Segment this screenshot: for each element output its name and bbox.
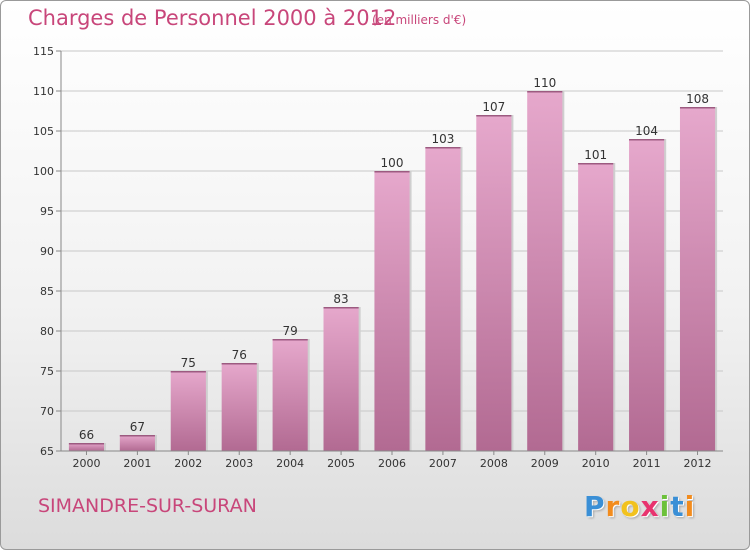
bar-top-edge: [68, 443, 105, 445]
x-tick-label: 2005: [327, 457, 355, 470]
brand-letter: x: [640, 490, 660, 523]
labels: 65 70 75 80 85 90 95 100 105 110 115 66 2000 67 2001 75…: [33, 45, 712, 470]
bar-value-label: 83: [333, 292, 348, 306]
bar-shadow: [459, 147, 463, 451]
bar-value-label: 79: [283, 324, 298, 338]
bar-value-label: 100: [381, 156, 404, 170]
bar-value-label: 108: [686, 92, 709, 106]
brand-letter: P: [584, 490, 606, 523]
y-tick-label: 85: [40, 285, 54, 298]
bar-shadow: [103, 443, 107, 451]
bar-2006: [374, 171, 410, 451]
commune-name: SIMANDRE-SUR-SURAN: [38, 495, 257, 517]
bar-2000: [68, 443, 105, 451]
x-tick-label: 2004: [276, 457, 304, 470]
bar-value-label: 107: [482, 100, 505, 114]
bar-top-edge: [323, 307, 359, 309]
bar-2001: [119, 435, 155, 451]
bar-2003: [221, 363, 257, 451]
bar-shadow: [612, 163, 616, 451]
brand-letter: i: [684, 490, 696, 523]
x-tick-label: 2007: [429, 457, 457, 470]
bar-2010: [578, 163, 614, 451]
bar-top-edge: [221, 363, 257, 365]
bar-top-edge: [170, 371, 206, 373]
x-tick-label: 2010: [582, 457, 610, 470]
brand-letter: r: [605, 490, 621, 523]
y-tick-label: 115: [33, 45, 54, 58]
bar-shadow: [153, 435, 157, 451]
bar-top-edge: [679, 107, 716, 109]
y-tick-label: 110: [33, 85, 54, 98]
x-tick-label: 2006: [378, 457, 406, 470]
brand-letter: o: [620, 490, 641, 523]
bar-shadow: [510, 115, 514, 451]
bar-shadow: [204, 371, 208, 451]
chart-subtitle: (en milliers d'€): [372, 13, 467, 27]
bars: [68, 91, 718, 451]
bar-top-edge: [425, 147, 461, 149]
bar-shadow: [408, 171, 412, 451]
y-tick-label: 65: [40, 445, 54, 458]
bar-2002: [170, 371, 206, 451]
x-tick-label: 2003: [225, 457, 253, 470]
bar-top-edge: [629, 139, 665, 141]
bar-2011: [629, 139, 665, 451]
bar-value-label: 110: [533, 76, 556, 90]
x-tick-label: 2009: [531, 457, 559, 470]
y-tick-label: 100: [33, 165, 54, 178]
bar-value-label: 101: [584, 148, 607, 162]
brand-letter: i: [659, 490, 671, 523]
bar-value-label: 104: [635, 124, 658, 138]
y-tick-label: 90: [40, 245, 54, 258]
bar-top-edge: [374, 171, 410, 173]
x-tick-label: 2001: [123, 457, 151, 470]
bar-top-edge: [578, 163, 614, 165]
y-tick-label: 70: [40, 405, 54, 418]
bar-top-edge: [527, 91, 563, 93]
bar-2009: [527, 91, 563, 451]
bar-shadow: [357, 307, 361, 451]
x-tick-label: 2002: [174, 457, 202, 470]
bar-2004: [272, 339, 308, 451]
y-tick-label: 80: [40, 325, 54, 338]
bar-2005: [323, 307, 359, 451]
bar-top-edge: [272, 339, 308, 341]
bar-shadow: [714, 107, 718, 451]
bar-2008: [476, 115, 512, 451]
y-tick-label: 75: [40, 365, 54, 378]
bar-value-label: 76: [232, 348, 247, 362]
bar-shadow: [255, 363, 259, 451]
proxiti-logo: Proxiti: [584, 490, 695, 523]
x-tick-label: 2008: [480, 457, 508, 470]
brand-letter: t: [670, 490, 685, 523]
bar-value-label: 66: [79, 428, 94, 442]
bar-shadow: [561, 91, 565, 451]
x-tick-label: 2000: [72, 457, 100, 470]
bar-2012: [679, 107, 716, 451]
bar-top-edge: [119, 435, 155, 437]
y-tick-label: 105: [33, 125, 54, 138]
y-tick-label: 95: [40, 205, 54, 218]
bar-shadow: [663, 139, 667, 451]
axes: [56, 50, 723, 455]
x-tick-label: 2011: [633, 457, 661, 470]
bar-top-edge: [476, 115, 512, 117]
x-tick-label: 2012: [684, 457, 712, 470]
chart-title: Charges de Personnel 2000 à 2012: [28, 6, 397, 30]
bar-value-label: 75: [181, 356, 196, 370]
bar-value-label: 67: [130, 420, 145, 434]
bar-2007: [425, 147, 461, 451]
bar-shadow: [306, 339, 310, 451]
bar-value-label: 103: [431, 132, 454, 146]
